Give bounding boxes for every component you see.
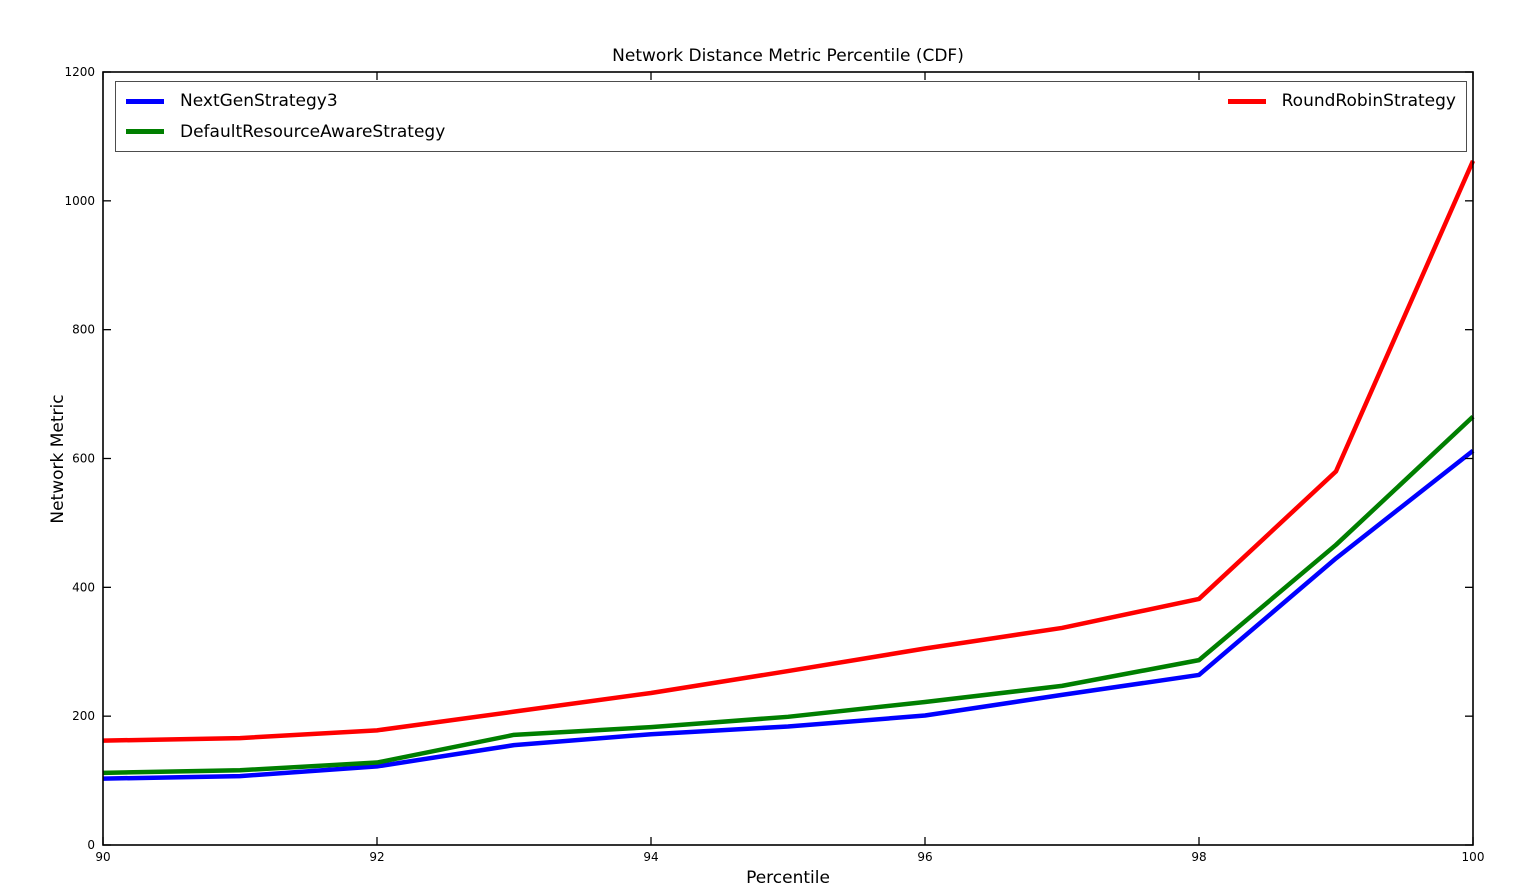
y-tick-label: 1200: [64, 65, 95, 79]
y-tick-label: 800: [72, 323, 95, 337]
legend: NextGenStrategy3 RoundRobinStrategy Defa…: [115, 81, 1467, 152]
axes-frame: [102, 71, 1474, 846]
series-line-roundrobinstrategy: [102, 159, 1476, 743]
legend-row-2: DefaultResourceAwareStrategy: [126, 118, 1456, 146]
y-tick-label: 600: [72, 452, 95, 466]
y-tick-label: 400: [72, 580, 95, 594]
y-axis-label: Network Metric: [48, 394, 68, 524]
x-tick-label: 98: [1191, 850, 1206, 864]
legend-row-1: NextGenStrategy3 RoundRobinStrategy: [126, 87, 1456, 115]
legend-line-sample-green: [126, 129, 164, 135]
y-tick-label: 1000: [64, 194, 95, 208]
x-axis-label: Percentile: [746, 868, 830, 888]
y-tick-label: 0: [87, 838, 95, 852]
legend-entry-defaultresourceawarestrategy: DefaultResourceAwareStrategy: [126, 122, 445, 142]
series-line-nextgenstrategy3: [102, 449, 1475, 781]
y-tick-label: 200: [72, 709, 95, 723]
series-line-defaultresourceawarestrategy: [102, 414, 1475, 776]
x-tick-label: 94: [643, 850, 658, 864]
legend-line-sample-red: [1227, 98, 1266, 104]
x-tick-label: 90: [95, 850, 110, 864]
legend-label: RoundRobinStrategy: [1281, 91, 1456, 112]
legend-label: DefaultResourceAwareStrategy: [180, 121, 446, 142]
chart-title: Network Distance Metric Percentile (CDF): [612, 46, 964, 66]
x-tick-label: 96: [917, 850, 932, 864]
x-tick-label: 92: [369, 850, 384, 864]
legend-line-sample-blue: [126, 98, 164, 104]
legend-label: NextGenStrategy3: [180, 91, 338, 112]
legend-entry-roundrobinstrategy: RoundRobinStrategy: [1227, 91, 1456, 112]
x-tick-label: 100: [1462, 850, 1485, 864]
legend-entry-nextgenstrategy3: NextGenStrategy3: [126, 91, 338, 111]
